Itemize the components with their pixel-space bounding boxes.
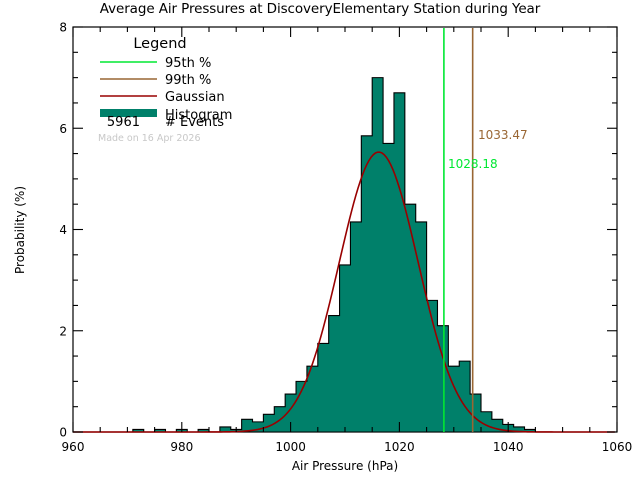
events-count-value: 5961 [107, 115, 140, 130]
legend-label-99th: 99th % [165, 73, 211, 88]
made-on-note: Made on 16 Apr 2026 [98, 133, 201, 144]
legend-label-gaussian: Gaussian [165, 90, 225, 105]
x-tick-label: 980 [170, 440, 193, 454]
events-count-label: # Events [165, 115, 224, 130]
legend-title: Legend [133, 36, 186, 52]
p99-value-label: 1033.47 [478, 128, 528, 142]
legend-label-95th: 95th % [165, 56, 211, 71]
gaussian-curve [73, 151, 615, 433]
legend-label-histogram: Histogram [165, 108, 232, 123]
y-tick-label: 0 [59, 426, 67, 440]
y-tick-label: 6 [59, 122, 67, 136]
y-tick-label: 2 [59, 324, 67, 338]
x-tick-labels: 960 980 1000 1020 1040 1060 [62, 440, 633, 454]
x-axis-title: Air Pressure (hPa) [292, 459, 398, 473]
legend: Legend 95th % 99th % Gaussian Histogram … [98, 36, 232, 144]
x-tick-label: 1060 [602, 440, 633, 454]
x-tick-label: 1000 [275, 440, 306, 454]
legend-swatch-histogram [100, 109, 157, 117]
y-tick-label: 4 [59, 223, 67, 237]
histogram-bars [132, 77, 536, 433]
y-tick-labels: 0 2 4 6 8 [59, 21, 67, 440]
x-tick-label: 1040 [493, 440, 524, 454]
x-tick-label: 1020 [384, 440, 415, 454]
page-title: Average Air Pressures at DiscoveryElemen… [99, 1, 541, 17]
p95-value-label: 1028.18 [448, 157, 498, 171]
x-tick-label: 960 [62, 440, 85, 454]
y-axis-title: Probability (%) [13, 186, 27, 274]
axis-ticks [72, 26, 618, 433]
percentile-lines [443, 28, 474, 432]
y-tick-label: 8 [59, 21, 67, 35]
